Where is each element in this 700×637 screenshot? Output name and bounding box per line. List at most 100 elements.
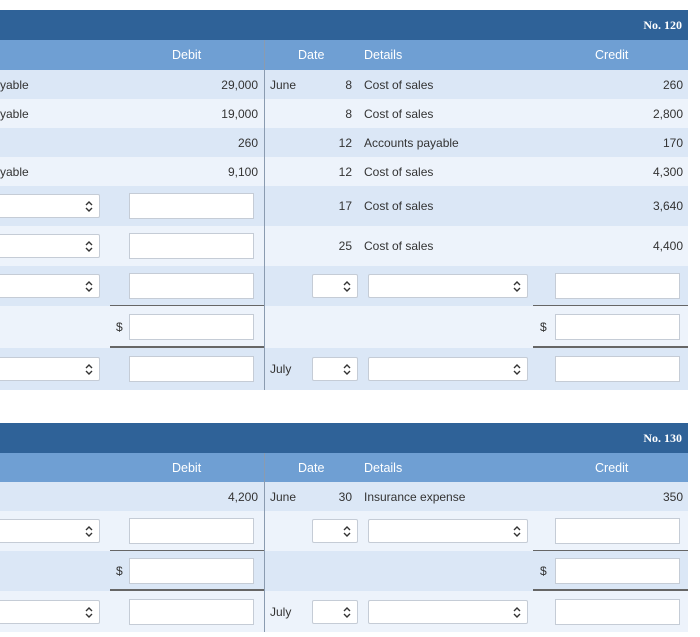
dropdown[interactable]	[368, 599, 528, 624]
dropdown[interactable]	[0, 194, 100, 218]
day: 25	[338, 239, 352, 253]
ledger-header: No. 120	[0, 10, 688, 40]
ledger-row: yable 19,000 8 Cost of sales 2,800	[0, 99, 688, 128]
text-input[interactable]	[129, 273, 254, 299]
divider	[264, 306, 265, 348]
credit-header: Credit	[595, 48, 629, 62]
divider	[264, 99, 265, 128]
dropdown[interactable]	[0, 519, 100, 543]
details: Cost of sales	[364, 239, 434, 253]
debit-amount: 29,000	[221, 77, 258, 92]
account-number: No. 130	[643, 431, 682, 445]
text-input[interactable]	[129, 314, 254, 340]
debit-amount: 260	[237, 135, 258, 150]
dropdown[interactable]	[0, 599, 100, 624]
details: Accounts payable	[364, 135, 459, 150]
text-input[interactable]	[555, 518, 680, 544]
dollar-sign: $	[540, 320, 547, 334]
dollar-sign: $	[116, 320, 123, 334]
debit-amount: 9,100	[227, 164, 258, 179]
text-input[interactable]	[129, 598, 254, 625]
date-header: Date	[298, 48, 325, 62]
credit-header: Credit	[595, 460, 629, 475]
debit-amount: 4,200	[227, 489, 258, 504]
ledger-row: 260 12 Accounts payable 170	[0, 128, 688, 157]
dropdown[interactable]	[312, 274, 358, 298]
debit-header: Debit	[172, 460, 202, 475]
divider	[264, 128, 265, 157]
divider	[264, 40, 265, 70]
dropdown[interactable]	[312, 519, 358, 543]
total-rule	[533, 589, 688, 592]
ledger-row: $ $	[0, 305, 688, 349]
credit-amount: 3,640	[652, 199, 683, 213]
closing-month: July	[270, 604, 292, 619]
day: 17	[338, 199, 352, 213]
divider	[264, 551, 265, 591]
credit-amount: 4,300	[652, 164, 683, 179]
month: June	[270, 489, 297, 504]
dropdown[interactable]	[368, 519, 528, 543]
text-input[interactable]	[555, 558, 680, 584]
ledger-row: $ $	[0, 550, 688, 592]
text-input[interactable]	[129, 518, 254, 544]
total-rule	[533, 305, 688, 306]
month: June	[270, 77, 297, 92]
credit-amount: 350	[662, 489, 683, 504]
dropdown[interactable]	[312, 357, 358, 381]
total-rule	[110, 589, 264, 592]
dropdown[interactable]	[0, 274, 100, 298]
account-number: No. 120	[643, 18, 682, 32]
divider	[264, 591, 265, 632]
date-header: Date	[298, 460, 325, 475]
total-rule	[110, 346, 264, 349]
total-rule	[533, 346, 688, 349]
ledger-row: 25 Cost of sales 4,400	[0, 226, 688, 266]
credit-amount: 170	[662, 135, 683, 150]
day: 8	[345, 106, 352, 121]
ledger-row: July	[0, 348, 688, 390]
ledger-row: July	[0, 591, 688, 632]
text-input[interactable]	[555, 598, 680, 625]
total-rule	[110, 550, 264, 551]
ledger-row: 4,200 June 30 Insurance expense 350	[0, 482, 688, 511]
ledger-row: yable 29,000 June 8 Cost of sales 260	[0, 70, 688, 99]
dropdown[interactable]	[0, 234, 100, 258]
ledger-header: No. 130	[0, 423, 688, 453]
details: Cost of sales	[364, 106, 434, 121]
account: yable	[0, 164, 29, 179]
text-input[interactable]	[129, 356, 254, 382]
ledger-row: 17 Cost of sales 3,640	[0, 186, 688, 226]
dropdown[interactable]	[0, 357, 100, 381]
text-input[interactable]	[555, 273, 680, 299]
text-input[interactable]	[129, 193, 254, 219]
ledger-row	[0, 511, 688, 551]
divider	[264, 266, 265, 306]
ledger-row	[0, 266, 688, 306]
divider	[264, 226, 265, 266]
dropdown[interactable]	[312, 599, 358, 624]
credit-amount: 2,800	[652, 106, 683, 121]
dollar-sign: $	[116, 564, 123, 578]
details: Insurance expense	[364, 489, 466, 504]
text-input[interactable]	[555, 314, 680, 340]
account: yable	[0, 77, 29, 92]
ledger-row: yable 9,100 12 Cost of sales 4,300	[0, 157, 688, 186]
divider	[264, 348, 265, 390]
details-header: Details	[364, 460, 403, 475]
details: Cost of sales	[364, 77, 434, 92]
total-rule	[533, 550, 688, 551]
details-header: Details	[364, 48, 403, 62]
debit-amount: 19,000	[221, 106, 258, 121]
text-input[interactable]	[129, 558, 254, 584]
divider	[264, 186, 265, 226]
divider	[264, 453, 265, 482]
column-header: Debit Date Details Credit	[0, 40, 688, 70]
dropdown[interactable]	[368, 274, 528, 298]
dropdown[interactable]	[368, 357, 528, 381]
day: 30	[338, 489, 352, 504]
text-input[interactable]	[129, 233, 254, 259]
text-input[interactable]	[555, 356, 680, 382]
closing-month: July	[270, 362, 292, 376]
